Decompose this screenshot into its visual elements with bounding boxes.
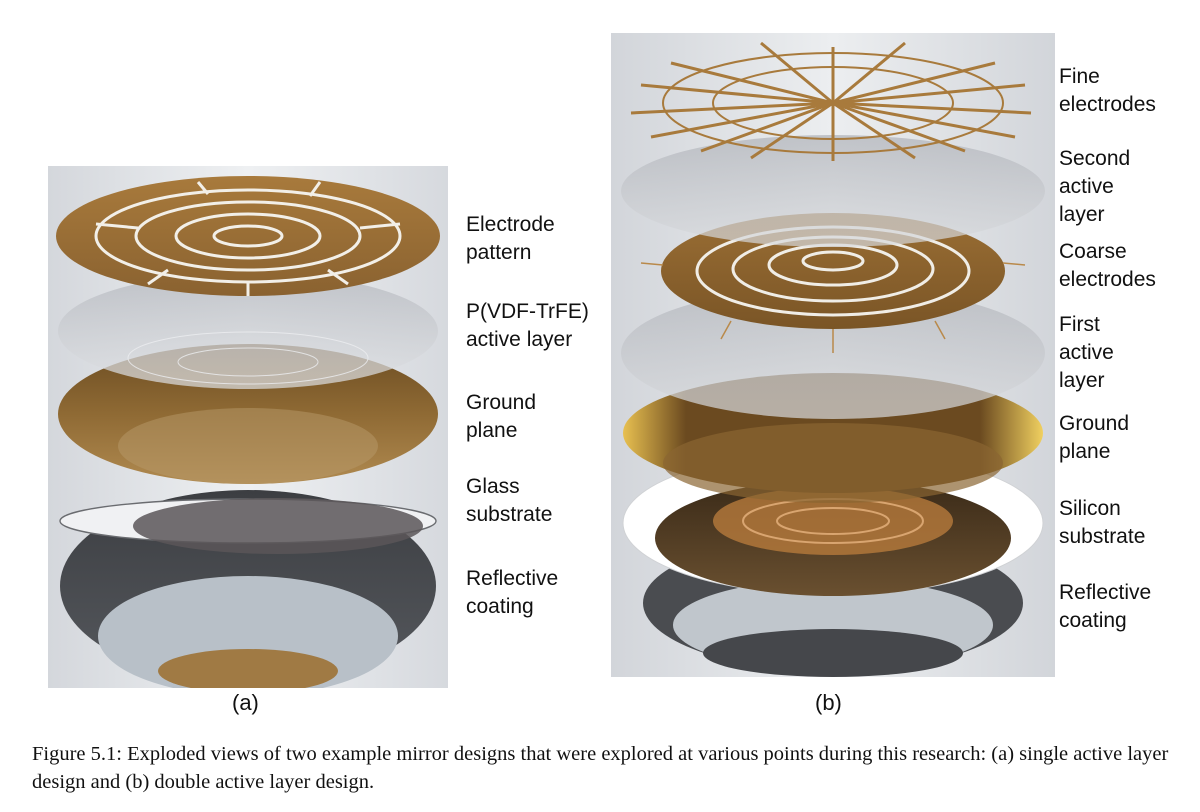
- second-active-layer-b: [621, 135, 1045, 247]
- label-coarse-electrodes: Coarse electrodes: [1059, 240, 1156, 291]
- panel-a-illustration: [48, 166, 448, 688]
- electrode-pattern-layer-a: [56, 176, 440, 296]
- figure-caption: Figure 5.1: Exploded views of two exampl…: [32, 743, 1169, 793]
- label-glass-substrate: Glass substrate: [466, 475, 553, 526]
- fine-electrodes-layer-b: [630, 41, 1032, 161]
- label-fine-electrodes: Fine electrodes: [1059, 65, 1156, 116]
- label-second-active-layer: Second active layer: [1059, 147, 1131, 226]
- exploded-view-double-active-layer: [611, 33, 1055, 677]
- active-layer-a: [58, 273, 438, 389]
- label-reflective-coating-b: Reflective coating: [1059, 581, 1152, 632]
- panel-a-tag: (a): [232, 690, 259, 715]
- label-first-active-layer: First active layer: [1059, 313, 1114, 392]
- label-ground-plane: Ground plane: [466, 391, 537, 442]
- label-reflective-coating: Reflective coating: [466, 567, 559, 618]
- glass-substrate-layer-a: [59, 498, 437, 554]
- label-silicon-substrate: Silicon substrate: [1059, 497, 1146, 548]
- panel-b-tag: (b): [815, 690, 842, 715]
- label-electrode-pattern: Electrode pattern: [466, 213, 555, 264]
- panel-b-illustration: [611, 33, 1055, 677]
- label-active-layer: P(VDF-TrFE) active layer: [466, 300, 589, 351]
- exploded-view-single-active-layer: [48, 166, 448, 688]
- label-ground-plane-b: Ground plane: [1059, 412, 1130, 463]
